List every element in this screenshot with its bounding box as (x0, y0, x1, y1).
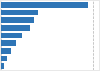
Bar (1, 2, 88, 8)
Bar (1, 10, 38, 15)
Bar (1, 40, 16, 46)
Bar (1, 63, 4, 69)
Bar (1, 33, 22, 38)
Bar (1, 48, 11, 54)
Bar (1, 17, 34, 23)
Bar (1, 25, 30, 31)
Bar (1, 56, 7, 61)
